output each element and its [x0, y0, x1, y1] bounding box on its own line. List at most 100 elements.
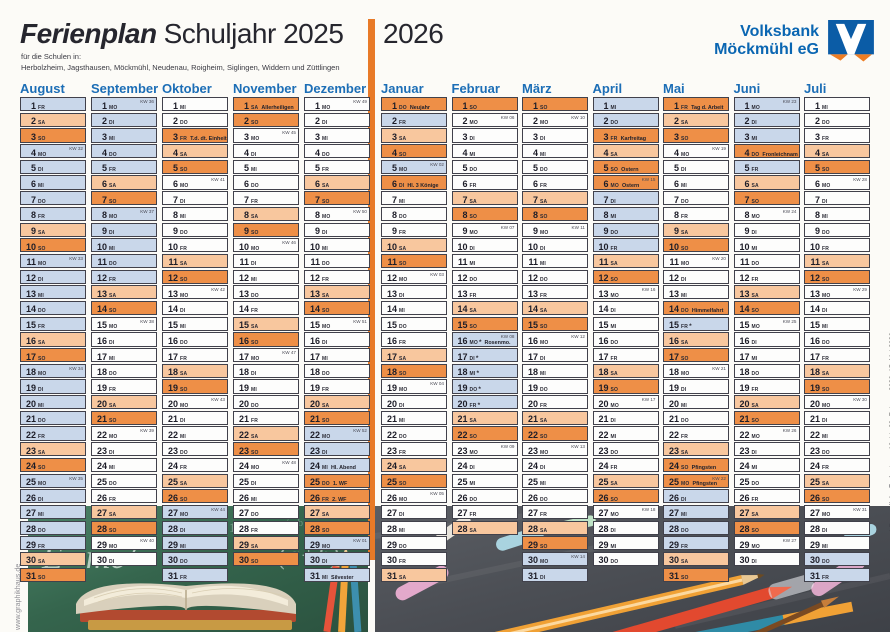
day-number: 29 [96, 539, 107, 550]
day-cell: 27 MI [663, 504, 729, 520]
weekday-abbr: FR [469, 292, 477, 299]
weekday-abbr: SA [251, 214, 259, 221]
day-cell: 12 DO [451, 269, 518, 284]
weekday-abbr: DO [540, 277, 548, 284]
day-number: 30 [238, 555, 249, 566]
day-cell: 7 DI [162, 191, 228, 206]
day-cell: 7 SO [91, 191, 157, 206]
day-cell: 7 DO [663, 191, 729, 206]
day-number: 10 [739, 241, 750, 252]
weekday-abbr: FR [751, 277, 759, 284]
day-cell: 14 SO [304, 300, 370, 316]
weekday-abbr: MO [681, 151, 690, 158]
weekday-abbr: SA [109, 402, 117, 409]
day-cell: 28 DI [592, 520, 659, 535]
day-cell: 6 MO Ostern KW 15 [592, 175, 659, 190]
day-cell: 5 DO [522, 159, 588, 174]
weekday-abbr: FR [38, 433, 46, 440]
day-number: 7 [172, 194, 178, 205]
weekday-abbr: FR [610, 465, 618, 472]
day-cell: 22 SO [451, 426, 518, 441]
calendar-week-label: KW 12 [571, 334, 585, 340]
day-cell: 11 MO KW 33 [20, 253, 86, 269]
day-cell: 24 SA [381, 457, 447, 472]
day-cell: 21 MI [381, 410, 447, 425]
day-number: 11 [239, 257, 249, 268]
calendar-week-label: KW 02 [430, 161, 444, 167]
month-column-juli: Juli 1 MI 2 DO 3 FR 4 SA 5 SO 6 MO KW 28 7 DI 8 MI 9 DO 10 FR… [804, 82, 870, 583]
weekday-abbr: MI [469, 371, 476, 378]
bank-logo-block: Volksbank Möckmühl eG [714, 20, 874, 62]
day-cell: 9 SA [663, 222, 729, 237]
weekday-abbr: MO [38, 151, 47, 158]
weekday-abbr: SO [681, 575, 689, 582]
day-cell: 21 SA [522, 410, 588, 425]
day-cell: 16 MO * Rosenmo. KW 08 [451, 332, 518, 347]
day-number: 4 [532, 147, 538, 158]
weekday-abbr: SO [322, 198, 330, 205]
day-number: 2 [532, 116, 538, 127]
weekday-abbr: DO [610, 339, 619, 346]
day-cell: 7 SA [522, 191, 588, 206]
day-number: 25 [527, 477, 538, 487]
day-number: 19 [739, 382, 750, 393]
day-cell: 10 SO [20, 238, 86, 253]
day-cell: 5 MI [233, 159, 299, 174]
day-number: 7 [391, 194, 397, 205]
day-number: 15 [668, 320, 679, 331]
weekday-abbr: DI [109, 449, 115, 456]
day-number: 22 [309, 429, 320, 440]
weekday-abbr: DO [469, 167, 478, 174]
weekday-abbr: DO [751, 261, 760, 268]
day-cell: 10 MI [91, 238, 157, 253]
weekday-abbr: SO [469, 324, 478, 331]
day-number: 19 [167, 382, 178, 393]
day-number: 10 [167, 241, 178, 252]
day-number: 15 [309, 320, 320, 331]
day-number: 21 [309, 414, 320, 425]
day-number: 1 [391, 100, 397, 111]
weekday-abbr: SO [469, 433, 478, 440]
weekday-abbr: MO [322, 433, 331, 440]
day-cell: 29 SO [522, 536, 588, 551]
weekday-abbr: MO [251, 355, 260, 362]
weekday-abbr: MO [251, 245, 260, 252]
day-cell: 24 DI [451, 457, 518, 472]
day-cell: 4 MO KW 19 [663, 144, 729, 159]
day-cell: 2 DI [91, 112, 157, 127]
day-number: 28 [309, 524, 320, 535]
day-cell: 4 MO KW 32 [20, 144, 86, 159]
day-cell: 29 MI [592, 536, 659, 551]
weekday-abbr: SA [822, 481, 830, 487]
month-title: Dezember [304, 81, 367, 96]
weekday-abbr: MO [751, 433, 760, 440]
day-number: 19 [527, 382, 538, 393]
weekday-abbr: DO [180, 230, 188, 236]
day-number: 29 [739, 539, 750, 550]
day-cell: 30 MO KW 14 [522, 551, 588, 567]
weekday-abbr: FR [822, 355, 830, 362]
weekday-abbr: FR [399, 120, 407, 127]
day-cell: 2 SO [233, 112, 299, 127]
day-number: 4 [462, 147, 468, 158]
day-cell: 29 FR [20, 536, 86, 551]
day-number: 24 [386, 461, 397, 472]
day-number: 22 [167, 429, 178, 440]
day-number: 21 [668, 414, 679, 425]
day-number: 21 [527, 414, 538, 425]
day-number: 23 [167, 445, 178, 456]
weekday-abbr: DO [399, 104, 407, 111]
day-number: 14 [309, 304, 320, 315]
day-number: 20 [457, 398, 468, 409]
weekday-abbr: DI [610, 198, 616, 205]
day-cell: 23 SA [20, 442, 86, 457]
movable-day-star: * [477, 401, 481, 409]
day-number: 29 [809, 539, 820, 550]
day-cell: 21 DI [804, 410, 870, 425]
day-number: 11 [457, 257, 468, 268]
day-cell: 25 MI [522, 473, 588, 488]
day-number: 19 [668, 382, 679, 393]
day-number: 5 [172, 163, 178, 174]
weekday-abbr: MO [109, 324, 118, 331]
day-cell: 15 MI [804, 316, 870, 331]
